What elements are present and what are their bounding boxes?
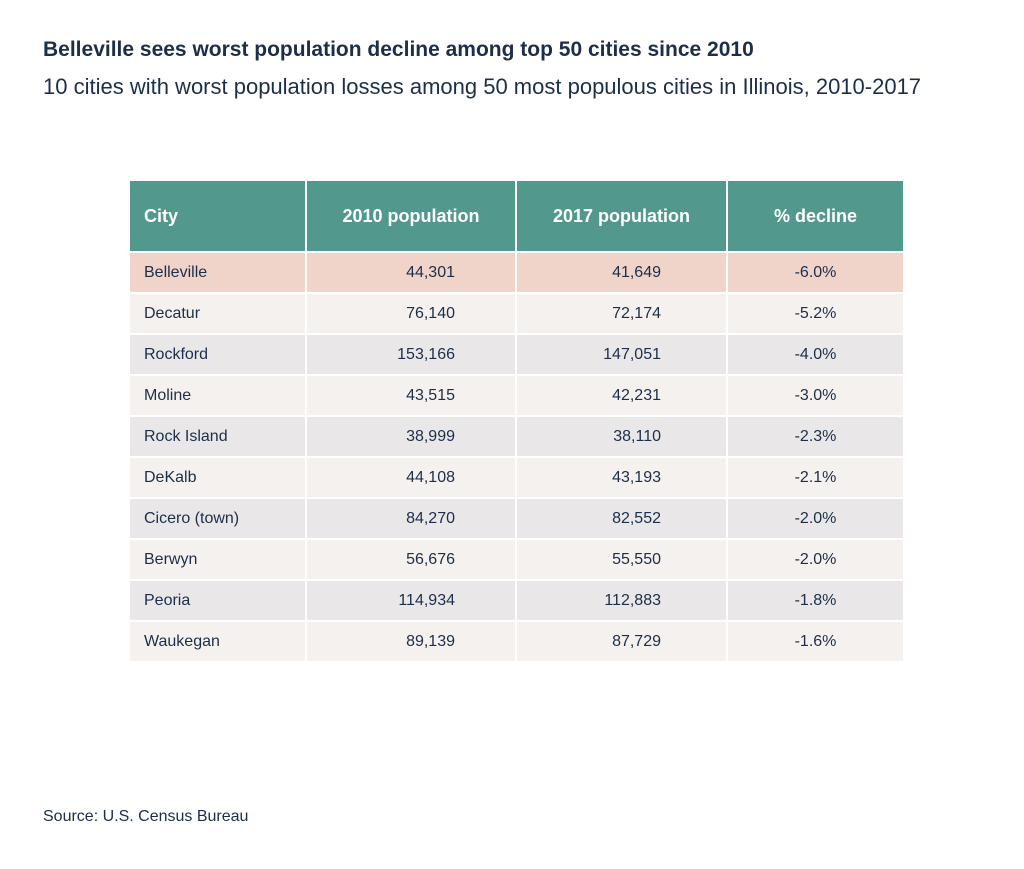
- cell-city: Cicero (town): [130, 497, 307, 540]
- cell-pop-2010: 38,999: [305, 415, 517, 458]
- cell-pop-2010: 89,139: [305, 620, 517, 663]
- cell-pop-2017: 147,051: [515, 333, 728, 376]
- cell-decline: -2.1%: [726, 456, 905, 499]
- table-row: Rock Island 38,999 38,110 -2.3%: [130, 415, 905, 458]
- cell-city: DeKalb: [130, 456, 307, 499]
- cell-pop-2017: 112,883: [515, 579, 728, 622]
- cell-pop-2010: 44,301: [305, 251, 517, 294]
- header-decline: % decline: [726, 181, 905, 253]
- cell-decline: -6.0%: [726, 251, 905, 294]
- cell-decline: -3.0%: [726, 374, 905, 417]
- cell-city: Peoria: [130, 579, 307, 622]
- cell-pop-2010: 44,108: [305, 456, 517, 499]
- chart-subtitle: 10 cities with worst population losses a…: [43, 74, 922, 99]
- cell-pop-2010: 153,166: [305, 333, 517, 376]
- cell-city: Belleville: [130, 251, 307, 294]
- source-note: Source: U.S. Census Bureau: [43, 808, 249, 825]
- cell-city: Rockford: [130, 333, 307, 376]
- cell-pop-2017: 72,174: [515, 292, 728, 335]
- table-row: Peoria 114,934 112,883 -1.8%: [130, 579, 905, 622]
- cell-pop-2010: 84,270: [305, 497, 517, 540]
- cell-decline: -2.3%: [726, 415, 905, 458]
- cell-decline: -4.0%: [726, 333, 905, 376]
- header-city: City: [130, 181, 307, 253]
- cell-pop-2017: 43,193: [515, 456, 728, 499]
- table-row: Belleville 44,301 41,649 -6.0%: [130, 251, 905, 294]
- cell-decline: -2.0%: [726, 538, 905, 581]
- cell-city: Rock Island: [130, 415, 307, 458]
- cell-city: Berwyn: [130, 538, 307, 581]
- header-2010: 2010 population: [305, 181, 517, 253]
- cell-city: Waukegan: [130, 620, 307, 663]
- cell-pop-2017: 55,550: [515, 538, 728, 581]
- cell-pop-2010: 43,515: [305, 374, 517, 417]
- cell-pop-2017: 38,110: [515, 415, 728, 458]
- header-row: City 2010 population 2017 population % d…: [130, 181, 905, 253]
- table-row: Berwyn 56,676 55,550 -2.0%: [130, 538, 905, 581]
- table-row: Waukegan 89,139 87,729 -1.6%: [130, 620, 905, 663]
- header-2017: 2017 population: [515, 181, 728, 253]
- cell-pop-2017: 87,729: [515, 620, 728, 663]
- cell-decline: -5.2%: [726, 292, 905, 335]
- cell-pop-2010: 114,934: [305, 579, 517, 622]
- cell-pop-2010: 56,676: [305, 538, 517, 581]
- table-row: Rockford 153,166 147,051 -4.0%: [130, 333, 905, 376]
- chart-title: Belleville sees worst population decline…: [43, 38, 754, 61]
- cell-pop-2010: 76,140: [305, 292, 517, 335]
- cell-city: Moline: [130, 374, 307, 417]
- table-row: Moline 43,515 42,231 -3.0%: [130, 374, 905, 417]
- table-row: DeKalb 44,108 43,193 -2.1%: [130, 456, 905, 499]
- population-table: City 2010 population 2017 population % d…: [130, 181, 905, 663]
- cell-pop-2017: 82,552: [515, 497, 728, 540]
- table-row: Decatur 76,140 72,174 -5.2%: [130, 292, 905, 335]
- cell-decline: -1.8%: [726, 579, 905, 622]
- cell-pop-2017: 42,231: [515, 374, 728, 417]
- cell-decline: -2.0%: [726, 497, 905, 540]
- cell-pop-2017: 41,649: [515, 251, 728, 294]
- cell-city: Decatur: [130, 292, 307, 335]
- cell-decline: -1.6%: [726, 620, 905, 663]
- table-row: Cicero (town) 84,270 82,552 -2.0%: [130, 497, 905, 540]
